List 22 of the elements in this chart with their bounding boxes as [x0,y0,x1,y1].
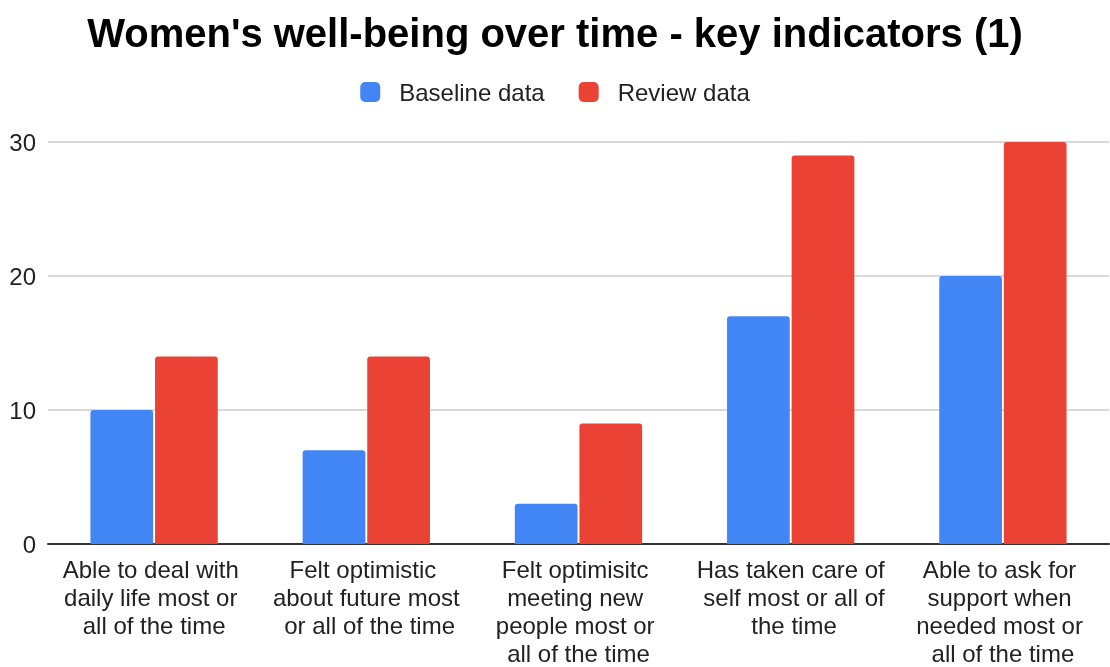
bar [302,450,366,544]
bar [514,503,578,544]
bar [791,155,855,544]
x-tick-label: Has taken care of self most or all of the time [696,555,886,639]
y-tick-label: 10 [9,396,36,424]
x-tick-label: Able to ask for support when needed most or all of the time [916,555,1090,667]
bar [579,423,643,544]
bar [939,276,1002,544]
bar [1003,142,1067,544]
bar [727,316,790,544]
bar [155,356,218,544]
x-tick-label: Felt optimistic about future most or all of the time [272,555,461,639]
x-tick-label: Able to deal with daily life most or all of the time [62,555,246,639]
chart-title: Women's well-being over time - key indicators (1) [87,11,1023,55]
y-tick-label: 0 [22,530,36,558]
y-tick-label: 30 [9,128,36,156]
legend-label: Review data [617,78,751,106]
bar [90,410,154,544]
x-tick-label: Felt optimisitc meeting new people most or all of the time [495,555,662,667]
y-tick-label: 20 [9,262,36,290]
bar [367,356,430,544]
legend-label: Baseline data [399,78,546,106]
